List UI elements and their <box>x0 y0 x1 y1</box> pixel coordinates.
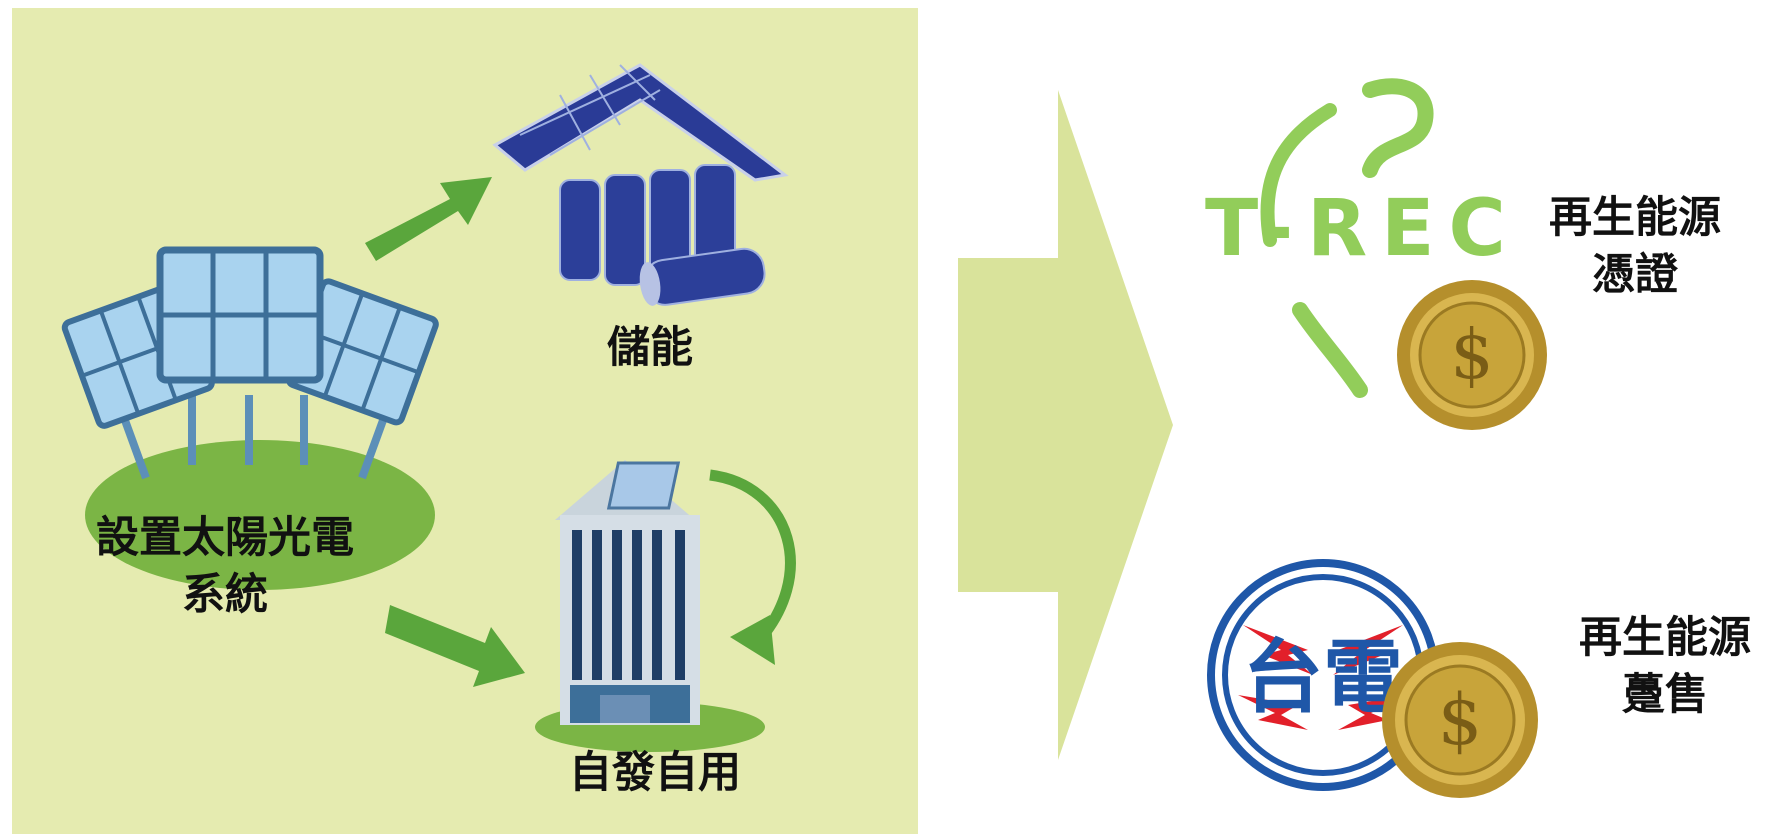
sale-label-line1: 再生能源 <box>1579 613 1751 663</box>
coin-icon-2: $ <box>1382 642 1538 798</box>
big-right-arrow <box>958 90 1173 760</box>
trec-logo-text: T-REC <box>1205 184 1520 274</box>
sale-label-line2: 躉售 <box>1622 670 1708 720</box>
left-panel <box>12 8 918 834</box>
solar-system-label-line2: 系統 <box>182 570 268 620</box>
taipower-logo-text: 台電 <box>1243 631 1403 724</box>
solar-panels-icon <box>61 246 439 590</box>
cert-label: 再生能源 憑證 <box>1525 190 1745 304</box>
cert-label-line2: 憑證 <box>1592 250 1678 300</box>
solar-system-label-line1: 設置太陽光電 <box>96 513 354 563</box>
svg-text:$: $ <box>1450 316 1493 395</box>
arrow-to-storage <box>365 177 492 261</box>
trec-logo-icon: T-REC <box>1205 78 1506 398</box>
building-icon <box>535 460 765 752</box>
solar-system-label: 設置太陽光電 系統 <box>60 510 390 624</box>
self-use-loop-arrow <box>709 469 796 665</box>
cert-label-line1: 再生能源 <box>1549 193 1721 243</box>
sale-label: 再生能源 躉售 <box>1555 610 1775 724</box>
svg-text:$: $ <box>1438 679 1483 761</box>
battery-storage-icon <box>492 63 789 306</box>
self-use-label: 自發自用 <box>569 748 741 798</box>
coin-icon: $ <box>1397 280 1547 430</box>
storage-label: 儲能 <box>607 323 693 373</box>
taipower-logo-icon: 台電 <box>1207 559 1439 791</box>
arrow-to-self-use <box>385 605 525 687</box>
